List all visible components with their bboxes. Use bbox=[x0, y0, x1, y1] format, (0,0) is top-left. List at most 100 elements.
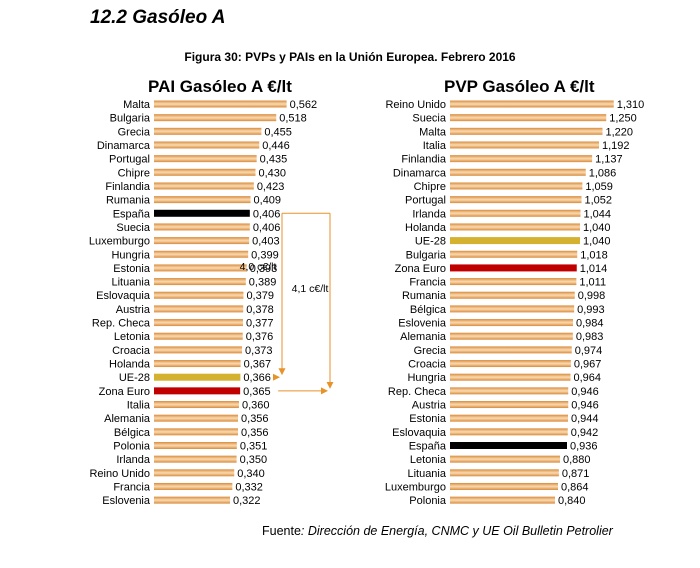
category-label-hungria: Hungria bbox=[407, 372, 446, 384]
value-label-malta: 1,220 bbox=[606, 126, 634, 138]
bar-rep-checa bbox=[450, 387, 569, 395]
bar-lituania bbox=[450, 469, 559, 477]
value-label-grecia: 0,974 bbox=[575, 345, 603, 357]
bar-rep-checa bbox=[154, 319, 243, 327]
category-label-letonia: Letonia bbox=[410, 454, 447, 466]
value-label-dinamarca: 1,086 bbox=[589, 167, 617, 179]
value-label-italia: 1,192 bbox=[602, 140, 630, 152]
value-label-estonia: 0,393 bbox=[250, 263, 278, 275]
category-label-holanda: Holanda bbox=[109, 359, 151, 371]
bar-holanda bbox=[154, 360, 241, 368]
annotation-label-1: 4,1 c€/lt bbox=[292, 283, 329, 295]
category-label-ue-28: UE-28 bbox=[415, 236, 446, 248]
bar-luxemburgo bbox=[154, 237, 250, 245]
bar-espana bbox=[154, 209, 250, 217]
bar-rumania bbox=[154, 196, 251, 204]
value-label-reino-unido: 0,340 bbox=[237, 468, 265, 480]
bar-zona-euro bbox=[450, 264, 577, 272]
category-label-luxemburgo: Luxemburgo bbox=[89, 236, 150, 248]
value-label-alemania: 0,356 bbox=[241, 413, 269, 425]
bar-portugal bbox=[450, 196, 582, 204]
value-label-bulgaria: 0,518 bbox=[279, 113, 307, 125]
category-label-finlandia: Finlandia bbox=[401, 154, 447, 166]
category-label-belgica: Bélgica bbox=[114, 427, 151, 439]
source-prefix: Fuente bbox=[262, 524, 301, 538]
category-label-croacia: Croacia bbox=[112, 345, 151, 357]
bar-espana bbox=[450, 442, 567, 449]
value-label-suecia: 0,406 bbox=[253, 222, 281, 234]
value-label-francia: 0,332 bbox=[235, 481, 263, 493]
bar-eslovaquia bbox=[154, 291, 244, 299]
bar-letonia bbox=[154, 332, 243, 340]
category-label-espana: España bbox=[409, 441, 447, 453]
value-label-luxemburgo: 0,864 bbox=[561, 481, 589, 493]
value-label-irlanda: 1,044 bbox=[584, 208, 612, 220]
value-label-belgica: 0,356 bbox=[241, 427, 269, 439]
category-label-alemania: Alemania bbox=[104, 413, 151, 425]
category-label-alemania: Alemania bbox=[400, 331, 447, 343]
bar-finlandia bbox=[450, 155, 593, 163]
bar-zona-euro bbox=[154, 387, 241, 395]
category-label-malta: Malta bbox=[419, 126, 447, 138]
category-label-luxemburgo: Luxemburgo bbox=[385, 481, 446, 493]
category-label-portugal: Portugal bbox=[109, 154, 150, 166]
value-label-lituania: 0,871 bbox=[562, 468, 590, 480]
category-label-polonia: Polonia bbox=[409, 495, 447, 507]
bar-italia bbox=[450, 141, 599, 149]
annotation-label-0: 4,0 c€/lt bbox=[240, 261, 277, 273]
bar-holanda bbox=[450, 223, 580, 231]
value-label-rep-checa: 0,946 bbox=[571, 386, 599, 398]
category-label-portugal: Portugal bbox=[405, 195, 446, 207]
bar-ue-28 bbox=[154, 373, 241, 381]
value-label-finlandia: 0,423 bbox=[257, 181, 285, 193]
value-label-ue-28: 0,366 bbox=[243, 372, 271, 384]
value-label-luxemburgo: 0,403 bbox=[252, 236, 280, 248]
category-label-bulgaria: Bulgaria bbox=[110, 113, 151, 125]
bar-estonia bbox=[450, 414, 568, 422]
category-label-ue-28: UE-28 bbox=[119, 372, 150, 384]
category-label-grecia: Grecia bbox=[118, 126, 151, 138]
value-label-alemania: 0,983 bbox=[576, 331, 604, 343]
bar-grecia bbox=[450, 346, 572, 354]
category-label-malta: Malta bbox=[123, 99, 151, 111]
bar-reino-unido bbox=[154, 469, 235, 477]
category-label-rep-checa: Rep. Checa bbox=[92, 318, 151, 330]
value-label-holanda: 0,367 bbox=[244, 359, 272, 371]
value-label-zona-euro: 0,365 bbox=[243, 386, 271, 398]
category-label-belgica: Bélgica bbox=[410, 304, 447, 316]
category-label-estonia: Estonia bbox=[409, 413, 447, 425]
category-label-eslovenia: Eslovenia bbox=[102, 495, 151, 507]
category-label-lituania: Lituania bbox=[407, 468, 446, 480]
category-label-chipre: Chipre bbox=[118, 167, 150, 179]
category-label-estonia: Estonia bbox=[113, 263, 151, 275]
bar-croacia bbox=[154, 346, 243, 354]
bar-francia bbox=[450, 278, 577, 286]
bar-suecia bbox=[450, 114, 607, 122]
source-note: Fuente: Dirección de Energía, CNMC y UE … bbox=[262, 524, 613, 538]
value-label-finlandia: 1,137 bbox=[595, 154, 623, 166]
value-label-francia: 1,011 bbox=[579, 277, 606, 289]
value-label-espana: 0,936 bbox=[570, 441, 598, 453]
figure-title: Figura 30: PVPs y PAIs en la Unión Europ… bbox=[184, 50, 516, 64]
value-label-suecia: 1,250 bbox=[609, 113, 637, 125]
value-label-eslovenia: 0,322 bbox=[233, 495, 261, 507]
bar-malta bbox=[450, 127, 603, 135]
category-label-chipre: Chipre bbox=[414, 181, 446, 193]
value-label-polonia: 0,351 bbox=[240, 441, 268, 453]
value-label-rep-checa: 0,377 bbox=[246, 318, 274, 330]
category-label-holanda: Holanda bbox=[405, 222, 447, 234]
bar-polonia bbox=[154, 442, 237, 449]
value-label-irlanda: 0,350 bbox=[240, 454, 268, 466]
value-label-espana: 0,406 bbox=[253, 208, 281, 220]
bar-belgica bbox=[450, 305, 575, 313]
category-label-francia: Francia bbox=[409, 277, 447, 289]
bar-francia bbox=[154, 482, 233, 490]
value-label-croacia: 0,373 bbox=[245, 345, 273, 357]
category-label-francia: Francia bbox=[113, 481, 151, 493]
bar-malta bbox=[154, 100, 287, 108]
bar-reino-unido bbox=[450, 100, 614, 108]
value-label-zona-euro: 1,014 bbox=[580, 263, 608, 275]
value-label-eslovaquia: 0,379 bbox=[246, 290, 274, 302]
category-label-austria: Austria bbox=[412, 400, 447, 412]
value-label-letonia: 0,880 bbox=[563, 454, 591, 466]
